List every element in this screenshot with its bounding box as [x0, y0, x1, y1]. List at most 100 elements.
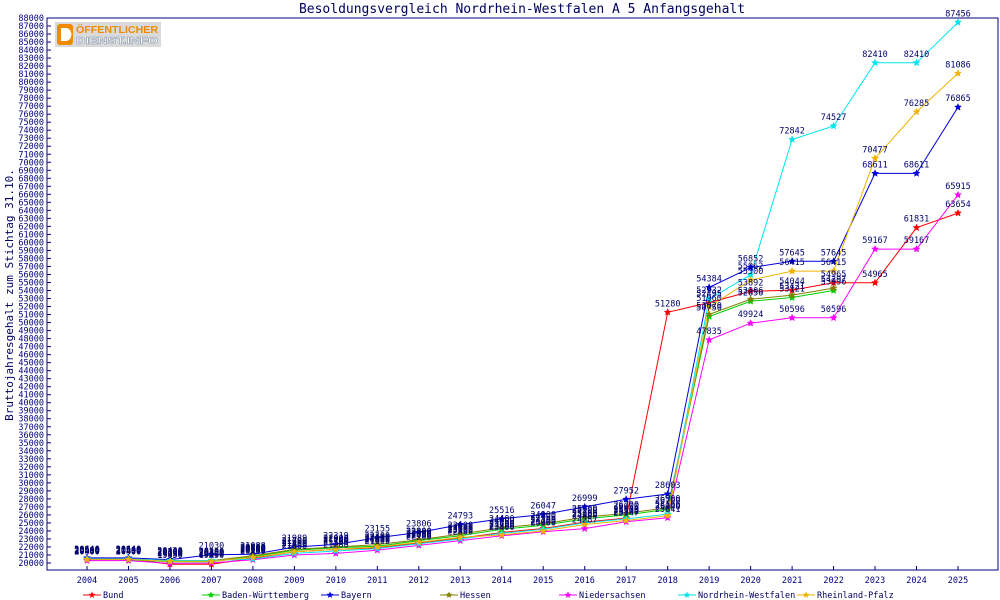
chart-title: Besoldungsvergleich Nordrhein-Westfalen …: [299, 2, 745, 17]
data-label: 50596: [821, 305, 847, 315]
legend-item-bund: Bund: [83, 591, 123, 600]
data-label: 22200: [406, 532, 432, 542]
data-label: 52495: [696, 290, 722, 300]
data-point-bund: [870, 278, 880, 287]
data-label: 20500: [240, 546, 266, 556]
x-tick-label: 2018: [657, 576, 677, 586]
legend-label: Rheinland-Pfalz: [817, 591, 894, 600]
y-tick-label: 65000: [18, 198, 44, 208]
x-tick-label: 2021: [782, 576, 802, 586]
legend-marker: [683, 591, 691, 598]
data-point-niedersachsen: [331, 549, 340, 557]
data-label: 55962: [738, 262, 764, 272]
data-point-rheinland-pfalz: [746, 275, 755, 284]
data-label: 25516: [489, 506, 515, 516]
y-tick-label: 31000: [18, 471, 44, 481]
x-tick-label: 2014: [492, 576, 512, 586]
data-point-rheinland-pfalz: [497, 530, 506, 539]
data-point-rheinland-pfalz: [953, 69, 963, 77]
data-label: 59167: [904, 236, 930, 246]
data-label: 68611: [904, 160, 930, 170]
y-tick-label: 30000: [18, 479, 44, 489]
data-label: 21700: [282, 536, 308, 546]
legend-label: Bund: [103, 591, 123, 600]
x-tick-label: 2024: [906, 576, 926, 586]
data-label: 21900: [365, 535, 391, 545]
data-label: 24200: [530, 516, 556, 526]
legend-marker: [207, 591, 215, 598]
y-tick-label: 78000: [18, 94, 44, 104]
data-label: 21000: [282, 542, 308, 552]
series-markers: [82, 18, 963, 568]
legend-item-bayern: Bayern: [321, 591, 372, 600]
data-point-rheinland-pfalz: [456, 533, 465, 541]
y-tick-label: 81000: [18, 70, 44, 80]
data-label: 25000: [572, 510, 598, 520]
data-label: 22900: [406, 527, 432, 537]
data-point-rheinland-pfalz: [373, 542, 382, 551]
data-label: 20640: [74, 545, 100, 555]
data-label: 20150: [157, 549, 183, 559]
legend-label: Nordrhein-Westfalen: [698, 591, 795, 600]
data-label: 24300: [530, 516, 556, 526]
x-tick-label: 2006: [160, 576, 180, 586]
data-label: 59167: [862, 236, 888, 246]
y-tick-label: 20000: [18, 559, 44, 569]
data-label: 23400: [448, 523, 474, 533]
data-label: 22800: [448, 528, 474, 538]
data-point-rheinland-pfalz: [207, 557, 216, 565]
data-label: 26000: [613, 502, 639, 512]
x-tick-label: 2013: [450, 576, 470, 586]
y-tick-label: 24000: [18, 527, 44, 537]
data-label: 26700: [655, 496, 681, 506]
plot-frame: [46, 17, 999, 571]
y-tick-label: 61000: [18, 230, 44, 240]
data-label: 23200: [448, 524, 474, 534]
data-point-rheinland-pfalz: [539, 526, 548, 535]
data-label: 76285: [904, 99, 930, 109]
data-label: 54965: [862, 270, 888, 280]
data-label: 20000: [199, 550, 225, 560]
y-tick-label: 56000: [18, 271, 44, 281]
x-tick-label: 2015: [533, 576, 553, 586]
data-point-niedersachsen: [705, 335, 714, 344]
data-point-rheinland-pfalz: [622, 516, 631, 524]
data-label: 26900: [655, 495, 681, 505]
y-tick-label: 57000: [18, 263, 44, 273]
y-tick-label: 87000: [18, 22, 44, 32]
x-tick-label: 2007: [201, 576, 221, 586]
legend-marker: [326, 591, 334, 598]
data-label: 20300: [116, 548, 142, 558]
data-point-bayern: [414, 528, 423, 536]
legend-marker: [445, 591, 453, 598]
y-tick-label: 26000: [18, 511, 44, 521]
data-label: 23900: [530, 519, 556, 529]
data-label: 52906: [738, 286, 764, 296]
data-label: 23800: [489, 520, 515, 530]
y-tick-label: 82000: [18, 62, 44, 72]
data-label: 21700: [323, 536, 349, 546]
y-tick-label: 58000: [18, 254, 44, 264]
data-label: 55300: [738, 267, 764, 277]
data-label: 20300: [157, 548, 183, 558]
y-tick-label: 88000: [18, 14, 44, 24]
data-point-bund: [663, 308, 672, 316]
x-tick-label: 2017: [616, 576, 636, 586]
data-label: 53421: [779, 282, 805, 292]
legend-marker: [88, 591, 96, 598]
data-label: 57645: [779, 248, 805, 258]
y-tick-label: 40000: [18, 399, 44, 409]
data-label: 21400: [282, 539, 308, 549]
data-label: 20300: [199, 548, 225, 558]
y-tick-label: 72000: [18, 142, 44, 152]
y-tick-label: 52000: [18, 303, 44, 313]
data-label: 20300: [199, 548, 225, 558]
data-point-niedersachsen: [829, 313, 838, 322]
data-label: 72842: [779, 127, 805, 137]
data-label: 68611: [862, 160, 888, 170]
data-label: 20200: [157, 548, 183, 558]
data-label: 20400: [74, 547, 100, 557]
data-label: 21989: [282, 534, 308, 544]
y-tick-label: 68000: [18, 174, 44, 184]
data-label: 87456: [945, 9, 971, 19]
